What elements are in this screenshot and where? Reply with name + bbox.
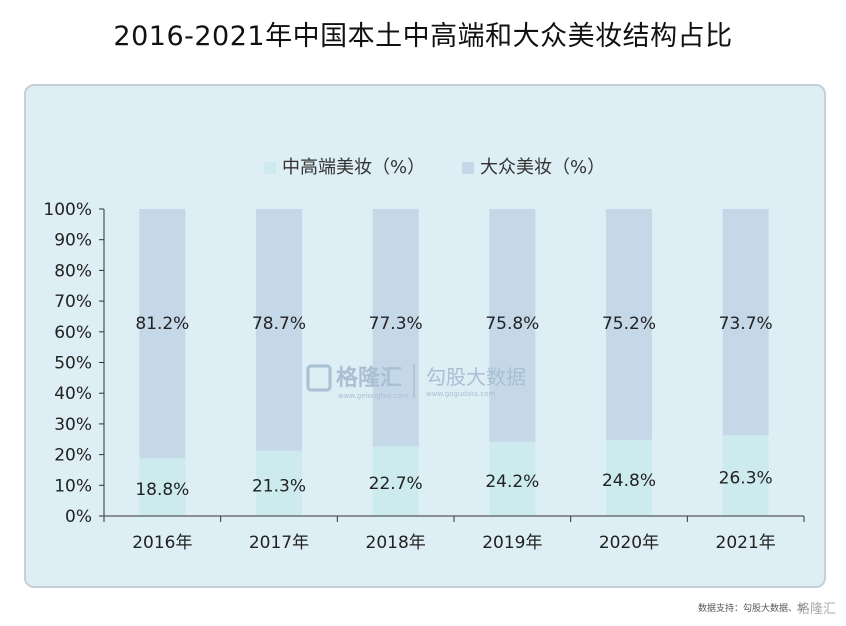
data-label-0-4: 24.8%: [602, 471, 656, 491]
x-tick-label-2: 2018年: [366, 533, 426, 553]
watermark-right-sub: www.gogudata.com: [426, 390, 495, 398]
y-tick-label-4: 40%: [54, 384, 92, 404]
y-tick-label-8: 80%: [54, 261, 92, 281]
bar-0-4: [606, 439, 652, 516]
watermark-right-text: 勾股大数据: [426, 365, 526, 389]
data-label-0-5: 26.3%: [719, 469, 773, 489]
y-tick-label-5: 50%: [54, 354, 92, 374]
data-label-1-0: 81.2%: [135, 314, 189, 334]
data-label-0-2: 22.7%: [369, 474, 423, 494]
data-label-1-1: 78.7%: [252, 314, 306, 334]
y-tick-label-0: 0%: [65, 507, 92, 527]
y-tick-label-6: 60%: [54, 323, 92, 343]
watermark-left-sub: www.gelonghui.com: [338, 392, 409, 400]
y-tick-label-3: 30%: [54, 415, 92, 435]
bar-0-1: [256, 450, 302, 516]
bar-1-3: [489, 209, 536, 442]
x-tick-label-4: 2020年: [599, 533, 659, 553]
data-label-1-2: 77.3%: [369, 314, 423, 334]
source-note: 数据支持：勾股大数据、华: [697, 604, 806, 614]
data-label-0-1: 21.3%: [252, 476, 306, 496]
watermark-left-text: 格隆汇: [336, 365, 402, 391]
x-tick-label-1: 2017年: [249, 533, 309, 553]
bar-1-1: [256, 209, 302, 451]
data-label-1-4: 75.2%: [602, 314, 656, 334]
legend-swatch-1: [462, 162, 474, 174]
data-label-1-5: 73.7%: [719, 314, 773, 334]
bar-1-2: [372, 209, 419, 447]
chart-panel: 中高端美妆（%） 大众美妆（%） 格隆汇 www.gelonghui.com 勾股大数据…: [24, 84, 826, 588]
legend-label-0: 中高端美妆（%）: [282, 157, 425, 178]
y-tick-label-9: 90%: [54, 231, 92, 251]
bar-0-0: [139, 458, 186, 516]
data-label-1-3: 75.8%: [485, 314, 539, 334]
legend-swatch-0: [264, 162, 276, 174]
data-label-0-3: 24.2%: [485, 472, 539, 492]
watermark-logo-icon: [306, 364, 332, 392]
y-tick-label-1: 10%: [54, 476, 92, 496]
bar-1-0: [139, 209, 186, 459]
y-tick-label-7: 70%: [54, 292, 92, 312]
bar-0-3: [489, 441, 536, 516]
bar-1-5: [722, 209, 769, 436]
x-tick-label-3: 2019年: [482, 533, 542, 553]
y-tick-label-2: 20%: [54, 446, 92, 466]
bar-0-5: [722, 435, 769, 516]
bar-1-4: [606, 209, 652, 440]
corner-logo: 格隆汇: [796, 602, 836, 617]
x-tick-label-0: 2016年: [132, 533, 192, 553]
legend-label-1: 大众美妆（%）: [480, 157, 605, 178]
y-tick-label-10: 100%: [43, 200, 92, 220]
x-tick-label-5: 2021年: [716, 533, 776, 553]
chart-title: 2016-2021年中国本土中高端和大众美妆结构占比: [113, 21, 733, 52]
data-label-0-0: 18.8%: [135, 480, 189, 500]
bar-0-2: [372, 446, 419, 516]
